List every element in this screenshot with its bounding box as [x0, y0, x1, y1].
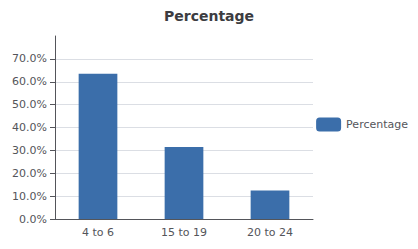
svg-text:40.0%: 40.0%: [12, 121, 47, 134]
svg-text:60.0%: 60.0%: [12, 75, 47, 88]
svg-text:Percentage: Percentage: [164, 8, 254, 24]
svg-text:4 to 6: 4 to 6: [82, 226, 114, 239]
svg-text:15 to 19: 15 to 19: [161, 226, 207, 239]
svg-text:20.0%: 20.0%: [12, 167, 47, 180]
svg-text:20 to 24: 20 to 24: [247, 226, 293, 239]
svg-text:30.0%: 30.0%: [12, 144, 47, 157]
svg-text:0.0%: 0.0%: [19, 213, 47, 226]
svg-text:Percentage: Percentage: [346, 118, 408, 131]
svg-text:10.0%: 10.0%: [12, 190, 47, 203]
svg-text:50.0%: 50.0%: [12, 98, 47, 111]
svg-text:70.0%: 70.0%: [12, 52, 47, 65]
